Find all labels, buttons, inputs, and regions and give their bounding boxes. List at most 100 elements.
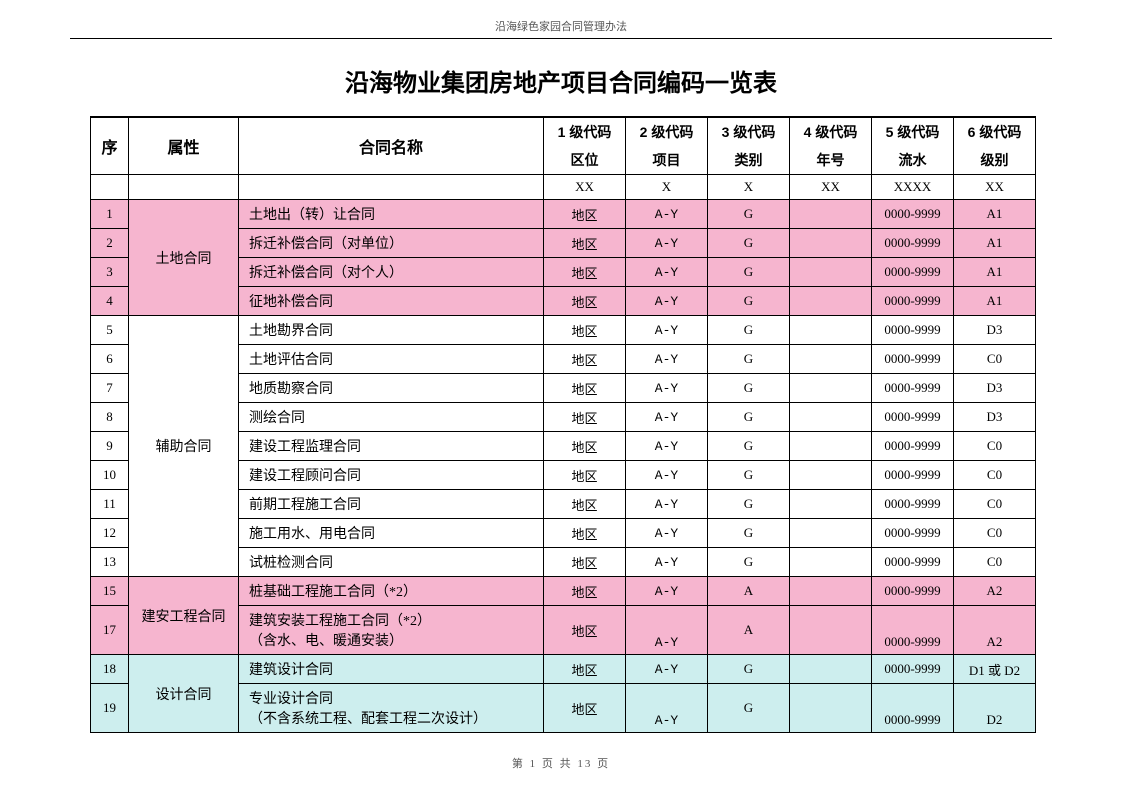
fmt-name: [239, 175, 544, 200]
row-c1: 地区: [544, 461, 626, 490]
row-c6: C0: [954, 461, 1036, 490]
row-c1: 地区: [544, 200, 626, 229]
row-c3: G: [708, 287, 790, 316]
row-c2: A-Y: [626, 287, 708, 316]
row-c2: A-Y: [626, 684, 708, 733]
row-c6: C0: [954, 490, 1036, 519]
row-c4: [790, 287, 872, 316]
row-c1: 地区: [544, 403, 626, 432]
row-name: 试桩检测合同: [239, 548, 544, 577]
row-c3: G: [708, 229, 790, 258]
row-c1: 地区: [544, 577, 626, 606]
subcol-c1: 区位: [544, 146, 626, 175]
row-c5: 0000-9999: [872, 684, 954, 733]
table-row: 1 土地合同 土地出（转）让合同 地区 A-Y G 0000-9999 A1: [91, 200, 1036, 229]
row-c5: 0000-9999: [872, 200, 954, 229]
contract-code-table-wrap: 序 属性 合同名称 1 级代码 2 级代码 3 级代码 4 级代码 5 级代码 …: [90, 116, 1032, 733]
row-c3: G: [708, 403, 790, 432]
row-c2: A-Y: [626, 403, 708, 432]
fmt-c1: XX: [544, 175, 626, 200]
row-c4: [790, 606, 872, 655]
row-c3: A: [708, 577, 790, 606]
row-c6: D2: [954, 684, 1036, 733]
row-c1: 地区: [544, 345, 626, 374]
row-c2: A-Y: [626, 461, 708, 490]
row-c4: [790, 229, 872, 258]
row-c4: [790, 316, 872, 345]
row-seq: 10: [91, 461, 129, 490]
row-c1: 地区: [544, 490, 626, 519]
row-seq: 5: [91, 316, 129, 345]
col-code2: 2 级代码: [626, 117, 708, 146]
row-c3: G: [708, 684, 790, 733]
row-c1: 地区: [544, 229, 626, 258]
row-c2: A-Y: [626, 200, 708, 229]
row-c4: [790, 655, 872, 684]
row-c6: A2: [954, 606, 1036, 655]
row-name: 土地评估合同: [239, 345, 544, 374]
row-seq: 19: [91, 684, 129, 733]
row-c3: G: [708, 490, 790, 519]
row-c3: G: [708, 258, 790, 287]
doc-header: 沿海绿色家园合同管理办法: [0, 0, 1122, 38]
table-row: 5 辅助合同 土地勘界合同 地区 A-Y G 0000-9999 D3: [91, 316, 1036, 345]
row-seq: 1: [91, 200, 129, 229]
row-c2: A-Y: [626, 606, 708, 655]
row-c1: 地区: [544, 655, 626, 684]
format-row: XX X X XX XXXX XX: [91, 175, 1036, 200]
col-code4: 4 级代码: [790, 117, 872, 146]
row-c4: [790, 684, 872, 733]
row-c3: G: [708, 200, 790, 229]
fmt-seq: [91, 175, 129, 200]
row-c5: 0000-9999: [872, 374, 954, 403]
row-c1: 地区: [544, 258, 626, 287]
row-name: 土地勘界合同: [239, 316, 544, 345]
row-seq: 3: [91, 258, 129, 287]
row-name: 专业设计合同 （不含系统工程、配套工程二次设计）: [239, 684, 544, 733]
row-c5: 0000-9999: [872, 316, 954, 345]
row-c5: 0000-9999: [872, 258, 954, 287]
row-seq: 8: [91, 403, 129, 432]
row-c4: [790, 403, 872, 432]
row-c4: [790, 490, 872, 519]
row-c5: 0000-9999: [872, 345, 954, 374]
row-c3: A: [708, 606, 790, 655]
row-seq: 18: [91, 655, 129, 684]
row-c1: 地区: [544, 548, 626, 577]
row-name: 拆迁补偿合同（对单位）: [239, 229, 544, 258]
page-title: 沿海物业集团房地产项目合同编码一览表: [0, 63, 1122, 98]
row-name: 建筑设计合同: [239, 655, 544, 684]
row-c3: G: [708, 345, 790, 374]
row-c5: 0000-9999: [872, 461, 954, 490]
row-c6: A1: [954, 200, 1036, 229]
row-seq: 9: [91, 432, 129, 461]
row-c4: [790, 519, 872, 548]
row-c2: A-Y: [626, 229, 708, 258]
row-name: 拆迁补偿合同（对个人）: [239, 258, 544, 287]
col-code5: 5 级代码: [872, 117, 954, 146]
group-label: 设计合同: [129, 655, 239, 733]
row-c4: [790, 374, 872, 403]
col-code1: 1 级代码: [544, 117, 626, 146]
table-row: 15 建安工程合同 桩基础工程施工合同（*2） 地区 A-Y A 0000-99…: [91, 577, 1036, 606]
row-c4: [790, 345, 872, 374]
col-code6: 6 级代码: [954, 117, 1036, 146]
row-name: 建筑安装工程施工合同（*2） （含水、电、暖通安装）: [239, 606, 544, 655]
row-c6: A1: [954, 229, 1036, 258]
row-name: 建设工程监理合同: [239, 432, 544, 461]
row-c3: G: [708, 432, 790, 461]
row-c4: [790, 258, 872, 287]
row-name: 前期工程施工合同: [239, 490, 544, 519]
fmt-c6: XX: [954, 175, 1036, 200]
row-c2: A-Y: [626, 519, 708, 548]
row-c6: C0: [954, 345, 1036, 374]
row-seq: 15: [91, 577, 129, 606]
row-name: 建设工程顾问合同: [239, 461, 544, 490]
row-c3: G: [708, 316, 790, 345]
row-seq: 11: [91, 490, 129, 519]
row-name: 土地出（转）让合同: [239, 200, 544, 229]
fmt-c4: XX: [790, 175, 872, 200]
row-c6: A2: [954, 577, 1036, 606]
group-label: 辅助合同: [129, 316, 239, 577]
row-seq: 2: [91, 229, 129, 258]
